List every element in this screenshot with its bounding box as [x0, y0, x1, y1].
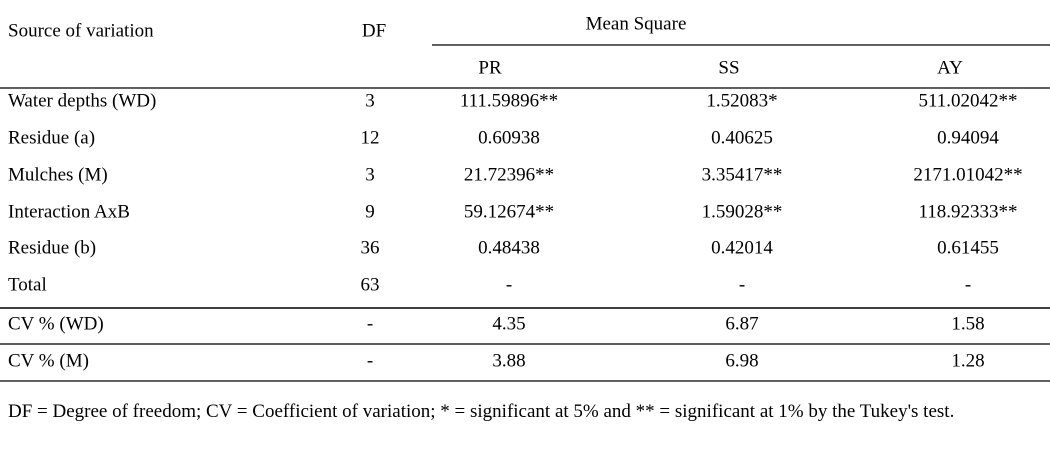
cell: - — [367, 313, 373, 334]
cell: CV % (WD) — [8, 313, 104, 334]
cell: 0.94094 — [937, 127, 999, 148]
cell: Total — [8, 274, 47, 295]
cell: 3.88 — [492, 350, 525, 371]
cell: 0.61455 — [937, 237, 999, 258]
cell: 118.92333** — [918, 201, 1017, 222]
cell: 111.59896** — [460, 90, 558, 111]
cell: Residue (b) — [8, 237, 96, 258]
header-cell: DF — [362, 20, 386, 41]
cell: 511.02042** — [918, 90, 1017, 111]
table: Source of variation DF Mean Square PR SS A… — [0, 13, 1050, 382]
cell: 1.58 — [951, 313, 984, 334]
header-cell: Source of variation — [8, 20, 154, 41]
footnote: DF = Degree of freedom; CV = Coefficient… — [8, 401, 955, 422]
cell: 36 — [361, 237, 380, 258]
cell: 1.52083* — [706, 90, 777, 111]
header-cell: AY — [937, 57, 963, 78]
cell: Residue (a) — [8, 127, 95, 148]
cell: 21.72396** — [464, 164, 554, 185]
cell: Mulches (M) — [8, 164, 108, 185]
cell: 4.35 — [492, 313, 525, 334]
cell: - — [506, 274, 512, 295]
cell: 2171.01042** — [913, 164, 1022, 185]
cell: 1.28 — [951, 350, 984, 371]
cell: 59.12674** — [464, 201, 554, 222]
cell: 0.48438 — [478, 237, 540, 258]
cell: CV % (M) — [8, 350, 89, 371]
cell: 3 — [365, 164, 375, 185]
cell: 0.40625 — [711, 127, 773, 148]
cell: - — [739, 274, 745, 295]
cell: - — [367, 350, 373, 371]
cell: Interaction AxB — [8, 201, 130, 222]
cell: - — [965, 274, 971, 295]
header-cell: Mean Square — [586, 13, 687, 34]
header-cell: SS — [718, 57, 739, 78]
cell: 6.87 — [725, 313, 758, 334]
header-cell: PR — [478, 57, 502, 78]
cell: 1.59028** — [702, 201, 783, 222]
cell: 0.60938 — [478, 127, 540, 148]
cell: 12 — [361, 127, 380, 148]
cell: 0.42014 — [711, 237, 773, 258]
cell: 3.35417** — [702, 164, 783, 185]
cell: 6.98 — [725, 350, 758, 371]
cell: 9 — [365, 201, 375, 222]
cell: Water depths (WD) — [8, 90, 156, 111]
cell: 3 — [365, 90, 375, 111]
cell: 63 — [361, 274, 380, 295]
